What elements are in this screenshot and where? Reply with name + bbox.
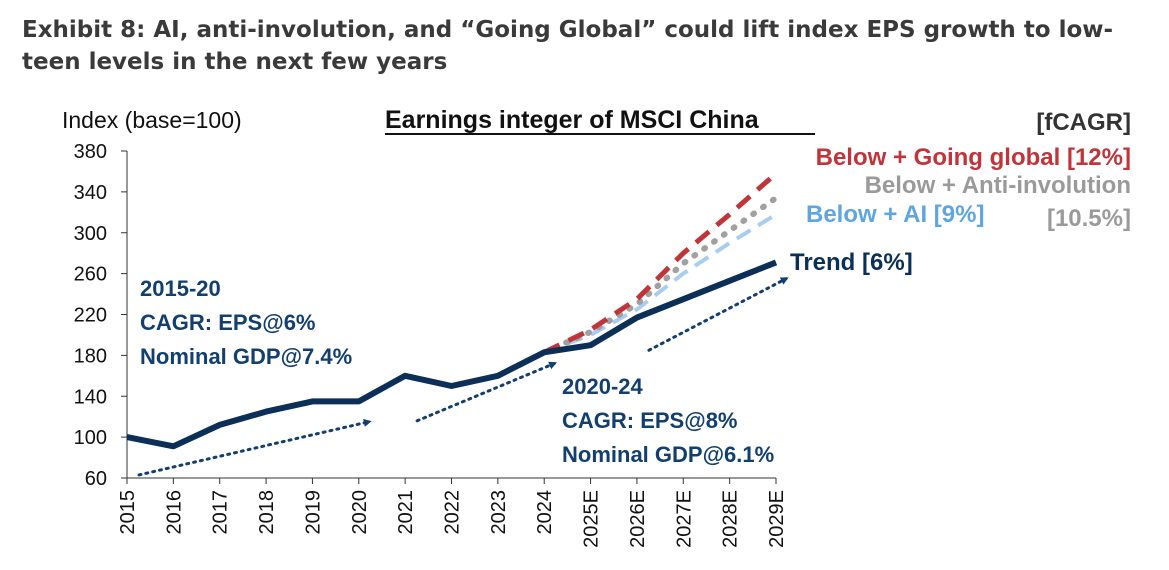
- x-tick-label: 2015: [117, 490, 139, 535]
- x-tick-label: 2017: [210, 490, 232, 535]
- y-tick-label: 220: [74, 305, 107, 327]
- y-axis-title: Index (base=100): [62, 107, 242, 133]
- cagr-annotation-line: Nominal GDP@7.4%: [140, 344, 352, 369]
- series-trend-line: [126, 259, 778, 450]
- x-tick-label: 2025E: [581, 490, 603, 548]
- y-tick-label: 380: [74, 141, 107, 163]
- x-tick-label: 2024: [534, 490, 556, 535]
- label-going-global: Below + Going global [12%]: [816, 144, 1131, 171]
- label-anti-involution: Below + Anti-involution: [865, 172, 1131, 199]
- label-trend: Trend [6%]: [790, 249, 913, 276]
- trend-arrow: [647, 277, 789, 352]
- trend-arrow: [137, 419, 372, 477]
- x-tick-label: 2023: [488, 490, 510, 535]
- cagr-annotation-line: Nominal GDP@6.1%: [562, 442, 774, 467]
- series-below-going-global-line: [543, 171, 778, 355]
- x-tick-label: 2029E: [766, 490, 788, 548]
- x-tick-label: 2026E: [627, 490, 649, 548]
- x-tick-label: 2018: [256, 490, 278, 535]
- x-tick-label: 2022: [442, 490, 464, 535]
- y-tick-label: 340: [74, 182, 107, 204]
- series-below-ai-line: [543, 212, 778, 355]
- x-tick-label: 2027E: [673, 490, 695, 548]
- y-tick-label: 100: [74, 427, 107, 449]
- cagr-annotation-line: CAGR: EPS@8%: [562, 408, 737, 433]
- x-tick-label: 2020: [349, 490, 371, 535]
- chart-title: Earnings integer of MSCI China: [385, 106, 760, 134]
- x-tick-label: 2028E: [720, 490, 742, 548]
- x-tick-label: 2019: [302, 490, 324, 535]
- x-tick-label: 2021: [395, 490, 417, 535]
- legend-header: [fCAGR]: [1036, 109, 1131, 136]
- cagr-annotation-1: 2015-20 CAGR: EPS@6% Nominal GDP@7.4%: [140, 276, 352, 369]
- cagr-annotation-line: 2015-20: [140, 276, 221, 301]
- y-tick-label: 60: [85, 468, 107, 490]
- y-tick-label: 140: [74, 386, 107, 408]
- series-below-anti-involution-line: [541, 195, 779, 356]
- y-tick-label: 260: [74, 264, 107, 286]
- cagr-annotation-line: 2020-24: [562, 374, 644, 399]
- y-tick-label: 300: [74, 223, 107, 245]
- cagr-annotation-line: CAGR: EPS@6%: [140, 310, 315, 335]
- x-tick-label: 2016: [163, 490, 185, 535]
- exhibit-title: Exhibit 8: AI, anti-involution, and “Goi…: [22, 17, 1114, 75]
- trend-arrow: [415, 361, 557, 423]
- label-anti-involution-cagr: [10.5%]: [1047, 205, 1131, 232]
- y-tick-label: 180: [74, 345, 107, 367]
- cagr-annotation-2: 2020-24 CAGR: EPS@8% Nominal GDP@6.1%: [562, 374, 774, 467]
- label-ai: Below + AI [9%]: [806, 201, 984, 228]
